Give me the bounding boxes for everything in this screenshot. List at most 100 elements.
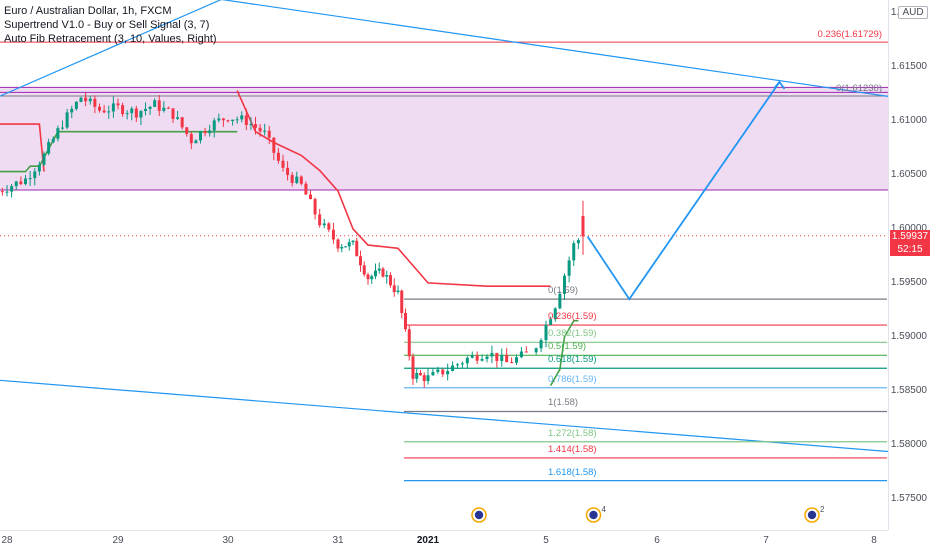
candle-body [281, 160, 285, 168]
candle-body [65, 112, 69, 128]
candle-body [441, 369, 445, 375]
candle-body [510, 362, 514, 364]
supertrend-down-1 [0, 123, 45, 172]
candle-body [336, 239, 340, 249]
candle-body [426, 375, 430, 382]
candle-body [327, 223, 331, 230]
candle-body [475, 355, 479, 361]
candle-body [212, 120, 216, 131]
candle-body [28, 178, 32, 180]
candle-body [470, 355, 474, 358]
time-tick-label: 28 [1, 535, 13, 546]
currency-label[interactable]: AUD [898, 6, 928, 19]
candle-body [37, 164, 41, 172]
trendline-resistance [220, 0, 888, 97]
candle-body [148, 106, 152, 109]
supply-zone [0, 87, 888, 190]
candle-body [176, 117, 180, 119]
candle-body [162, 107, 166, 111]
candle-body [102, 110, 106, 113]
candle-body [419, 372, 422, 376]
legend-fib[interactable]: Auto Fib Retracement (3, 10, Values, Rig… [4, 33, 217, 45]
candle-body [263, 130, 267, 132]
candle-body [121, 105, 125, 115]
candle-body [415, 372, 419, 379]
event-count: 4 [602, 505, 607, 514]
candle-body [194, 140, 198, 144]
candle-body [235, 119, 239, 121]
candle-body [495, 352, 499, 362]
candle-body [111, 103, 115, 112]
candle-body [166, 107, 170, 109]
candle-body [400, 290, 404, 314]
event-count: 2 [820, 505, 825, 514]
price-tick-label: 1.60500 [890, 168, 927, 180]
candle-body [84, 97, 88, 102]
candle-body [544, 324, 548, 341]
candle-body [47, 142, 51, 154]
candle-body [79, 97, 83, 102]
candle-body [374, 270, 377, 277]
candle-body [208, 130, 212, 134]
price-tick-label: 1.61500 [890, 60, 927, 72]
candle-body [355, 240, 359, 257]
legend-title: Euro / Australian Dollar, 1h, FXCM [4, 5, 172, 17]
price-tick-label: 1.57500 [890, 493, 927, 504]
candle-body [563, 275, 566, 294]
price-chart[interactable]: 42614 [0, 0, 888, 530]
candle-body [549, 319, 553, 325]
candle-body [125, 113, 129, 115]
candle-body [240, 115, 244, 120]
candle-body [130, 108, 134, 114]
candle-body [5, 191, 9, 193]
candle-body [359, 256, 362, 266]
fib-label-1: 0.236(1.59) [548, 311, 597, 323]
candle-body [313, 199, 317, 215]
candle-body [581, 215, 585, 237]
candle-body [485, 356, 489, 360]
current-price-tag: 1.59937 [890, 229, 930, 243]
time-tick-label: 7 [763, 535, 769, 546]
candle-body [396, 290, 400, 292]
candle-body [33, 171, 37, 179]
candle-body [249, 124, 253, 126]
candle-body [377, 268, 381, 271]
candle-body [340, 246, 344, 249]
candle-body [331, 229, 335, 240]
candle-body [524, 351, 528, 353]
candle-body [185, 127, 189, 134]
price-axis[interactable]: 1.620001.615001.610001.605001.600001.595… [888, 0, 932, 530]
candle-body [411, 356, 415, 379]
candle-body [519, 351, 523, 358]
candle-body [422, 375, 426, 382]
candle-body [322, 223, 326, 226]
candle-body [456, 364, 459, 366]
candle-body [370, 276, 374, 280]
candle-body [139, 110, 143, 118]
fib-label-4: 0.618(1.59) [548, 354, 597, 366]
candle-body [446, 371, 450, 375]
event-marker-0 [471, 507, 487, 523]
time-axis[interactable]: 28 29 30 31 2021 5 6 7 8 [0, 530, 888, 551]
candle-body [295, 176, 299, 183]
candle-body [10, 186, 14, 192]
candle-body [226, 120, 230, 122]
candle-body [70, 108, 74, 113]
fib-label-0: 0(1.59) [548, 285, 579, 297]
candle-body [267, 130, 271, 138]
candle-body [272, 137, 276, 153]
candle-body [460, 363, 464, 365]
event-icon-inner [589, 510, 598, 520]
countdown-tag: 52:15 [890, 242, 930, 256]
fib-label-2: 0.382(1.59) [548, 328, 597, 340]
projection-path [586, 81, 781, 301]
candle-body [500, 354, 504, 362]
candle-body [74, 101, 78, 109]
fib-label-3: 0.5(1.59) [548, 341, 587, 353]
price-tick-label: 1.59000 [890, 330, 927, 342]
legend-supertrend[interactable]: Supertrend V1.0 - Buy or Sell Signal (3,… [4, 19, 210, 31]
time-tick-label: 31 [332, 535, 344, 546]
candle-body [436, 369, 440, 372]
candle-body [366, 274, 370, 280]
